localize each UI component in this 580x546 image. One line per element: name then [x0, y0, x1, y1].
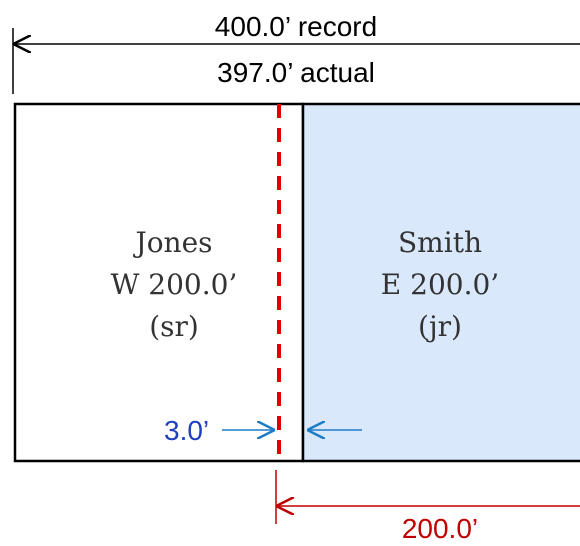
gap-label: 3.0’ — [164, 415, 209, 446]
east-measurement-label: 200.0’ — [402, 513, 478, 544]
west-parcel-text: Jones W 200.0’ (sr) — [111, 226, 238, 343]
east-parcel — [301, 102, 580, 463]
parcels — [13, 102, 580, 463]
west-parcel — [13, 102, 305, 463]
east-owner-name: Smith — [398, 226, 482, 259]
east-measurement: 200.0’ — [275, 470, 580, 544]
record-dimension: 400.0’ record 397.0’ actual — [12, 11, 580, 94]
east-description: E 200.0’ — [381, 268, 499, 301]
west-description: W 200.0’ — [111, 268, 238, 301]
east-tag: (jr) — [418, 310, 462, 343]
actual-dimension-label: 397.0’ actual — [217, 57, 375, 88]
west-owner-name: Jones — [132, 226, 212, 259]
west-tag: (sr) — [149, 310, 199, 343]
record-dimension-label: 400.0’ record — [215, 11, 377, 42]
east-parcel-text: Smith E 200.0’ (jr) — [381, 226, 499, 343]
gap-annotation: 3.0’ — [164, 415, 362, 446]
